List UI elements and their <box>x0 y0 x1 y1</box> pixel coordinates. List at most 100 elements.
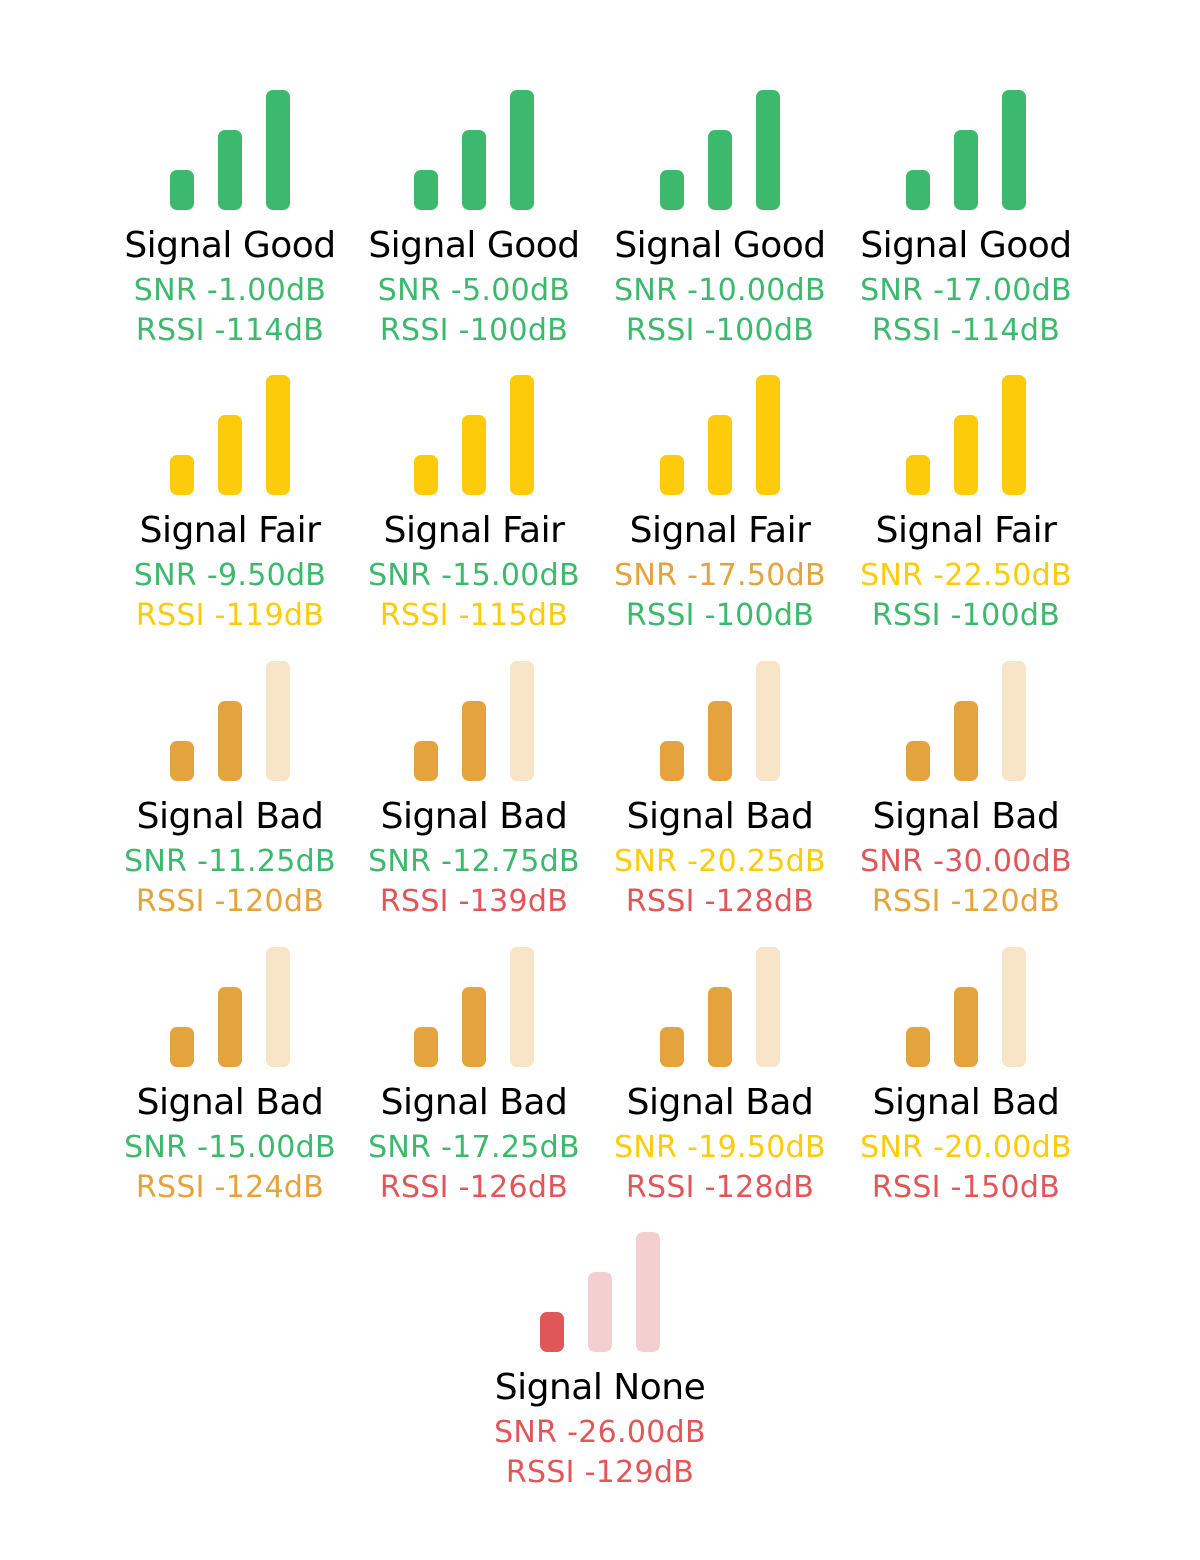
snr-value: SNR -22.50dB <box>860 558 1072 593</box>
signal-bar-3 <box>510 90 534 210</box>
signal-indicator: Signal Bad SNR -20.25dB RSSI -128dB <box>600 661 840 921</box>
signal-title: Signal Fair <box>629 510 811 551</box>
signal-bar-1 <box>660 455 684 495</box>
signal-bars-icon <box>540 1232 660 1352</box>
signal-title: Signal Bad <box>626 1082 814 1123</box>
snr-value: SNR -20.25dB <box>614 844 826 879</box>
snr-value: SNR -26.00dB <box>494 1415 706 1450</box>
signal-bar-1 <box>414 455 438 495</box>
snr-value: SNR -17.50dB <box>614 558 826 593</box>
signal-bars-icon <box>906 947 1026 1067</box>
signal-bar-1 <box>540 1312 564 1352</box>
signal-bar-2 <box>462 701 486 781</box>
rssi-value: RSSI -100dB <box>871 598 1061 633</box>
snr-value: SNR -30.00dB <box>860 844 1072 879</box>
signal-indicator: Signal Fair SNR -22.50dB RSSI -100dB <box>846 375 1086 635</box>
signal-indicator: Signal Bad SNR -30.00dB RSSI -120dB <box>846 661 1086 921</box>
signal-bar-2 <box>218 701 242 781</box>
signal-bars-icon <box>414 661 534 781</box>
signal-title: Signal Good <box>368 225 580 266</box>
rssi-value: RSSI -100dB <box>625 598 815 633</box>
signal-indicator: Signal Good SNR -5.00dB RSSI -100dB <box>354 90 594 350</box>
signal-title: Signal Fair <box>139 510 321 551</box>
snr-value: SNR -1.00dB <box>133 273 327 308</box>
signal-bar-2 <box>954 130 978 210</box>
rssi-value: RSSI -114dB <box>135 313 325 348</box>
signal-bar-3 <box>756 947 780 1067</box>
signal-bar-3 <box>756 375 780 495</box>
signal-bar-2 <box>708 130 732 210</box>
signal-title: Signal Fair <box>875 510 1057 551</box>
signal-indicator: Signal Fair SNR -15.00dB RSSI -115dB <box>354 375 594 635</box>
snr-value: SNR -12.75dB <box>368 844 580 879</box>
signal-bars-icon <box>906 375 1026 495</box>
snr-value: SNR -15.00dB <box>368 558 580 593</box>
signal-bar-3 <box>266 375 290 495</box>
signal-bars-icon <box>414 90 534 210</box>
signal-bar-1 <box>414 1027 438 1067</box>
rssi-value: RSSI -119dB <box>135 598 325 633</box>
signal-title: Signal Good <box>614 225 826 266</box>
signal-bar-2 <box>218 415 242 495</box>
signal-indicator: Signal Bad SNR -12.75dB RSSI -139dB <box>354 661 594 921</box>
signal-title: Signal Bad <box>136 796 324 837</box>
signal-bar-2 <box>954 701 978 781</box>
signal-indicator: Signal Fair SNR -9.50dB RSSI -119dB <box>110 375 350 635</box>
signal-indicator: Signal Bad SNR -20.00dB RSSI -150dB <box>846 947 1086 1207</box>
signal-bar-1 <box>170 455 194 495</box>
signal-indicator: Signal Bad SNR -15.00dB RSSI -124dB <box>110 947 350 1207</box>
signal-bar-1 <box>170 741 194 781</box>
rssi-value: RSSI -115dB <box>379 598 569 633</box>
signal-bars-icon <box>170 375 290 495</box>
snr-value: SNR -9.50dB <box>133 558 327 593</box>
rssi-value: RSSI -100dB <box>379 313 569 348</box>
signal-bar-2 <box>462 987 486 1067</box>
rssi-value: RSSI -150dB <box>871 1170 1061 1205</box>
signal-bars-icon <box>906 661 1026 781</box>
signal-indicator: Signal Good SNR -1.00dB RSSI -114dB <box>110 90 350 350</box>
snr-value: SNR -15.00dB <box>124 1130 336 1165</box>
rssi-value: RSSI -129dB <box>505 1455 695 1490</box>
signal-bar-3 <box>266 947 290 1067</box>
signal-title: Signal Bad <box>380 796 568 837</box>
signal-bars-icon <box>170 90 290 210</box>
signal-title: Signal Fair <box>383 510 565 551</box>
signal-bar-1 <box>660 170 684 210</box>
signal-bar-3 <box>1002 90 1026 210</box>
signal-bar-2 <box>708 701 732 781</box>
signal-bars-icon <box>660 661 780 781</box>
signal-bars-icon <box>170 661 290 781</box>
signal-bar-1 <box>170 170 194 210</box>
rssi-value: RSSI -100dB <box>625 313 815 348</box>
signal-bar-3 <box>266 661 290 781</box>
snr-value: SNR -17.00dB <box>860 273 1072 308</box>
signal-bar-2 <box>588 1272 612 1352</box>
signal-bar-1 <box>906 1027 930 1067</box>
rssi-value: RSSI -126dB <box>379 1170 569 1205</box>
signal-indicator: Signal Fair SNR -17.50dB RSSI -100dB <box>600 375 840 635</box>
signal-bar-2 <box>462 130 486 210</box>
signal-bar-2 <box>218 987 242 1067</box>
rssi-value: RSSI -128dB <box>625 1170 815 1205</box>
signal-indicator: Signal Bad SNR -17.25dB RSSI -126dB <box>354 947 594 1207</box>
signal-bar-3 <box>756 661 780 781</box>
signal-indicator: Signal None SNR -26.00dB RSSI -129dB <box>480 1232 720 1492</box>
snr-value: SNR -10.00dB <box>614 273 826 308</box>
signal-indicator: Signal Good SNR -10.00dB RSSI -100dB <box>600 90 840 350</box>
signal-indicator: Signal Bad SNR -19.50dB RSSI -128dB <box>600 947 840 1207</box>
signal-bar-2 <box>462 415 486 495</box>
rssi-value: RSSI -124dB <box>135 1170 325 1205</box>
signal-title: Signal Bad <box>626 796 814 837</box>
signal-bars-icon <box>660 90 780 210</box>
signal-bar-1 <box>170 1027 194 1067</box>
rssi-value: RSSI -114dB <box>871 313 1061 348</box>
signal-title: Signal Bad <box>872 796 1060 837</box>
snr-value: SNR -19.50dB <box>614 1130 826 1165</box>
signal-bar-2 <box>708 415 732 495</box>
signal-bar-3 <box>636 1232 660 1352</box>
signal-bar-3 <box>1002 375 1026 495</box>
signal-bar-2 <box>218 130 242 210</box>
signal-bar-1 <box>414 741 438 781</box>
signal-bar-3 <box>266 90 290 210</box>
snr-value: SNR -17.25dB <box>368 1130 580 1165</box>
